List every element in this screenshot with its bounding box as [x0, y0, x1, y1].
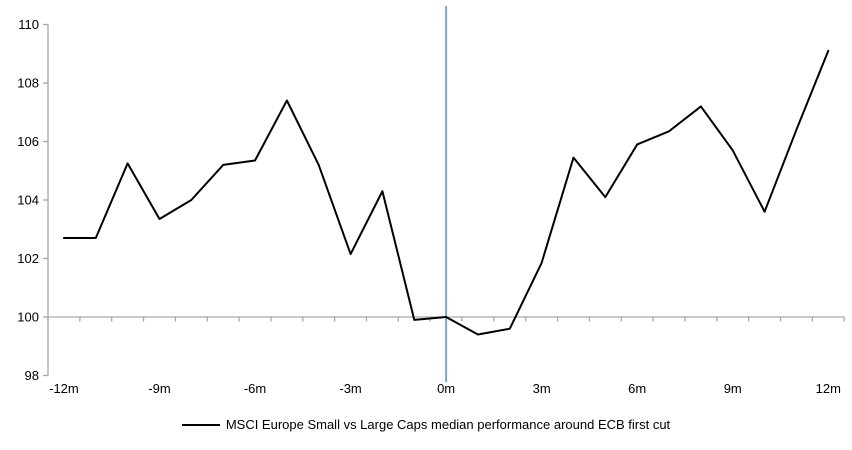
y-axis-tick-label: 108	[17, 76, 39, 91]
series-line-msci-small-vs-large	[62, 49, 830, 336]
legend-line-swatch	[181, 423, 220, 426]
x-axis-tick-label: 6m	[628, 381, 646, 396]
y-axis-tick-label: 104	[17, 193, 39, 208]
x-axis-tick-label: -3m	[339, 381, 361, 396]
y-axis-tick-label: 100	[17, 310, 39, 325]
x-axis-tick-label: -12m	[49, 381, 79, 396]
x-axis-tick-label: -9m	[148, 381, 170, 396]
y-axis-tick-label: 98	[25, 368, 39, 383]
y-axis-tick-label: 110	[18, 17, 39, 32]
x-axis-tick-label: -6m	[244, 381, 266, 396]
x-axis-tick-label: 12m	[816, 381, 841, 396]
y-axis-tick-label: 106	[17, 134, 39, 149]
y-axis-tick-label: 102	[17, 251, 39, 266]
x-axis-tick-label: 0m	[437, 381, 455, 396]
legend-label: MSCI Europe Small vs Large Caps median p…	[225, 417, 671, 432]
legend: MSCI Europe Small vs Large Caps median p…	[0, 417, 852, 432]
x-axis-tick-label: 3m	[533, 381, 551, 396]
x-axis-tick-label: 9m	[724, 381, 742, 396]
